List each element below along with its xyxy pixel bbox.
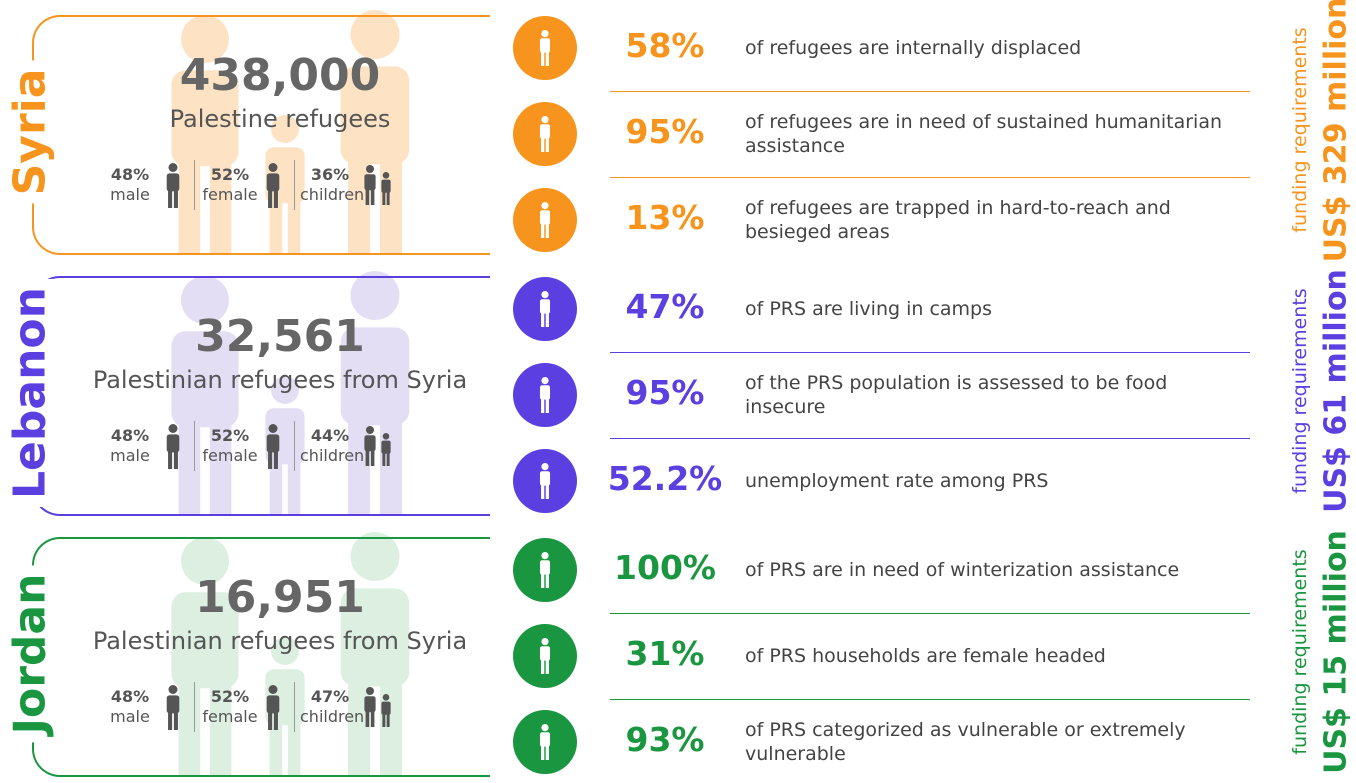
refugee-description: Palestinian refugees from Syria (60, 366, 500, 394)
fact-separator (610, 613, 1250, 614)
fact-text: of PRS households are female headed (745, 644, 1245, 668)
stat-value: 47% (300, 687, 360, 707)
fact-icon (513, 363, 577, 427)
fact-text: of PRS are living in camps (745, 297, 1245, 321)
stat-value: 52% (200, 165, 260, 185)
stat-icon (158, 421, 198, 471)
stat-label: female (200, 185, 260, 205)
stat-separator (294, 160, 295, 210)
stat: 48%male (100, 426, 160, 466)
fact-icon (513, 710, 577, 774)
stat-value: 52% (200, 426, 260, 446)
fact-text: of PRS are in need of winterization assi… (745, 558, 1245, 582)
fact-value: 13% (600, 198, 730, 237)
stat-value: 48% (100, 687, 160, 707)
stat-icon (158, 160, 198, 210)
fact-separator (610, 438, 1250, 439)
fact-value: 95% (600, 373, 730, 412)
fact-text: of refugees are in need of sustained hum… (745, 110, 1245, 158)
fact-value: 100% (600, 548, 730, 587)
stat: 47%children (300, 687, 360, 727)
fact-text: of refugees are internally displaced (745, 36, 1245, 60)
stat-icon (258, 160, 298, 210)
fact-value: 95% (600, 112, 730, 151)
stat-separator (294, 421, 295, 471)
stat: 52%female (200, 165, 260, 205)
stat-value: 52% (200, 687, 260, 707)
stat-icon (158, 682, 198, 732)
fact-separator (610, 91, 1250, 92)
fact-separator (610, 352, 1250, 353)
stat-icon (258, 682, 298, 732)
stat-icon (358, 682, 398, 732)
fact-icon (513, 277, 577, 341)
stat-icon (258, 421, 298, 471)
fact-separator (610, 177, 1250, 178)
infographic: Syria438,000Palestine refugees48%male 52… (0, 0, 1356, 783)
fact-icon (513, 102, 577, 166)
stat: 44%children (300, 426, 360, 466)
funding-label: funding requirements (1289, 549, 1311, 754)
stat-value: 44% (300, 426, 360, 446)
stat-label: children (300, 707, 360, 727)
stat-label: male (100, 446, 160, 466)
stat-separator (194, 160, 195, 210)
fact-separator (610, 699, 1250, 700)
stat-label: male (100, 185, 160, 205)
stat-separator (194, 682, 195, 732)
refugee-count: 16,951 (130, 572, 430, 623)
refugee-count: 32,561 (130, 311, 430, 362)
funding-label: funding requirements (1289, 288, 1311, 493)
funding-amount: US$ 329 million (1319, 0, 1354, 262)
funding-amount: US$ 61 million (1319, 269, 1354, 513)
stat: 36%children (300, 165, 360, 205)
stat-separator (294, 682, 295, 732)
stat-label: female (200, 446, 260, 466)
fact-icon (513, 188, 577, 252)
stat-label: male (100, 707, 160, 727)
funding-label: funding requirements (1289, 27, 1311, 232)
fact-text: of refugees are trapped in hard-to-reach… (745, 196, 1245, 244)
fact-icon (513, 538, 577, 602)
fact-value: 47% (600, 287, 730, 326)
fact-icon (513, 624, 577, 688)
stat-value: 48% (100, 165, 160, 185)
stat-label: children (300, 446, 360, 466)
stat-separator (194, 421, 195, 471)
stat: 48%male (100, 687, 160, 727)
fact-text: of PRS categorized as vulnerable or extr… (745, 718, 1245, 766)
fact-icon (513, 16, 577, 80)
country-name: Syria (5, 61, 56, 204)
stat-icon (358, 421, 398, 471)
fact-value: 58% (600, 26, 730, 65)
stat: 48%male (100, 165, 160, 205)
refugee-description: Palestine refugees (60, 105, 500, 133)
stat: 52%female (200, 426, 260, 466)
refugee-description: Palestinian refugees from Syria (60, 627, 500, 655)
fact-icon (513, 449, 577, 513)
fact-value: 93% (600, 720, 730, 759)
stat-icon (358, 160, 398, 210)
stat-label: female (200, 707, 260, 727)
stat-label: children (300, 185, 360, 205)
country-name: Jordan (5, 566, 56, 743)
fact-text: unemployment rate among PRS (745, 469, 1245, 493)
fact-text: of the PRS population is assessed to be … (745, 371, 1245, 419)
country-name: Lebanon (5, 279, 56, 507)
stat: 52%female (200, 687, 260, 727)
refugee-count: 438,000 (130, 50, 430, 101)
fact-value: 31% (600, 634, 730, 673)
funding-amount: US$ 15 million (1319, 530, 1354, 774)
fact-value: 52.2% (600, 459, 730, 498)
stat-value: 36% (300, 165, 360, 185)
stat-value: 48% (100, 426, 160, 446)
